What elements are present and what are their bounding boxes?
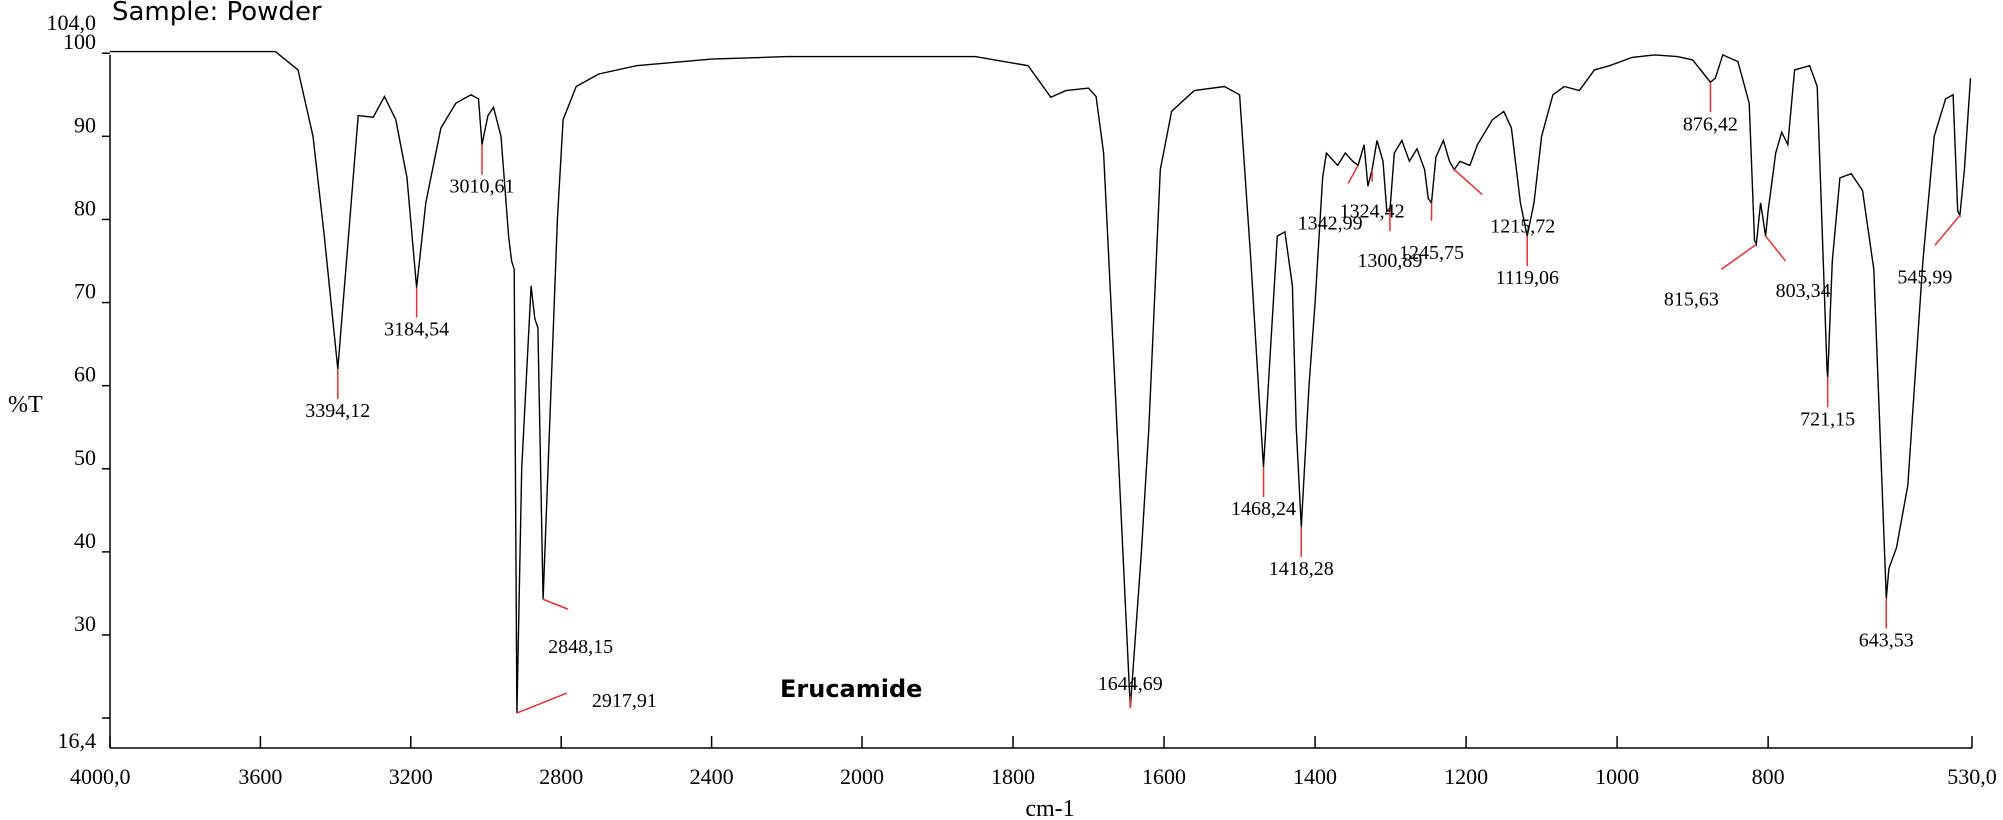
y-tick-label: 100 bbox=[63, 29, 96, 54]
y-tick-label: 40 bbox=[74, 528, 96, 553]
y-max-label: 104,0 bbox=[47, 10, 97, 35]
spectrum-line bbox=[110, 50, 1972, 714]
x-tick-label: 3600 bbox=[238, 764, 282, 789]
peak-label: 1119,06 bbox=[1495, 267, 1559, 289]
sample-label: Sample: Powder bbox=[112, 0, 322, 27]
peak-label: 815,63 bbox=[1664, 288, 1719, 310]
peak-marker bbox=[542, 598, 569, 610]
peak-label: 545,99 bbox=[1897, 266, 1952, 288]
peak-marker bbox=[1934, 214, 1961, 246]
peak-label: 1418,28 bbox=[1269, 558, 1334, 580]
x-tick-label: 4000,0 bbox=[70, 764, 131, 789]
peak-label: 876,42 bbox=[1683, 113, 1738, 135]
y-tick-label: 70 bbox=[74, 279, 96, 304]
x-ticks: 4000,0 3600 3200 2800 2400 2000 1800 1600 1400 12… bbox=[70, 736, 1997, 789]
peak-marker bbox=[1765, 235, 1787, 262]
x-tick-label: 1600 bbox=[1142, 764, 1186, 789]
peak-label: 1468,24 bbox=[1231, 498, 1296, 520]
peak-markers: 3394,12 3184,54 3010,61 2917,91 2848,15 1644,… bbox=[305, 82, 1961, 714]
x-tick-label: 1000 bbox=[1595, 764, 1639, 789]
x-tick-label: 530,0 bbox=[1947, 764, 1997, 789]
x-tick-label: 1200 bbox=[1444, 764, 1488, 789]
x-tick-label: 3200 bbox=[389, 764, 433, 789]
peak-label: 1342,99 bbox=[1298, 212, 1363, 234]
x-tick-label: 1800 bbox=[991, 764, 1035, 789]
y-tick-label: 80 bbox=[74, 195, 96, 220]
y-tick-label: 50 bbox=[74, 445, 96, 470]
peak-label: 3394,12 bbox=[305, 400, 370, 422]
peak-label: 1644,69 bbox=[1098, 673, 1163, 695]
peak-label: 803,34 bbox=[1776, 280, 1831, 302]
peak-label: 1324,42 bbox=[1340, 201, 1405, 223]
x-tick-label: 2000 bbox=[840, 764, 884, 789]
peak-marker bbox=[1347, 165, 1359, 184]
x-tick-label: 2400 bbox=[690, 764, 734, 789]
peak-label: 1215,72 bbox=[1490, 216, 1555, 238]
y-tick-label: 30 bbox=[74, 611, 96, 636]
peak-label: 1245,75 bbox=[1399, 242, 1464, 264]
y-min-label: 16,4 bbox=[58, 728, 97, 753]
y-tick-label: 60 bbox=[74, 362, 96, 387]
peak-label: 721,15 bbox=[1800, 408, 1855, 430]
peak-label: 1300,89 bbox=[1357, 250, 1422, 272]
y-tick-label: 90 bbox=[74, 112, 96, 137]
x-tick-label: 1400 bbox=[1293, 764, 1337, 789]
compound-label: Erucamide bbox=[780, 675, 922, 703]
x-tick-label: 2800 bbox=[539, 764, 583, 789]
peak-marker bbox=[1453, 169, 1483, 196]
x-tick-label: 800 bbox=[1752, 764, 1785, 789]
peak-marker bbox=[516, 692, 568, 714]
x-axis-title: cm-1 bbox=[1025, 796, 1074, 820]
peak-label: 2917,91 bbox=[592, 690, 657, 712]
y-axis-title: %T bbox=[8, 392, 43, 418]
peak-label: 643,53 bbox=[1859, 629, 1914, 651]
x-axis: 4000,0 3600 3200 2800 2400 2000 1800 1600 1400 12… bbox=[70, 736, 1997, 820]
peak-label: 2848,15 bbox=[548, 636, 613, 658]
peak-label: 3010,61 bbox=[450, 176, 515, 198]
peak-label: 3184,54 bbox=[384, 319, 449, 341]
peak-marker bbox=[1720, 243, 1757, 270]
